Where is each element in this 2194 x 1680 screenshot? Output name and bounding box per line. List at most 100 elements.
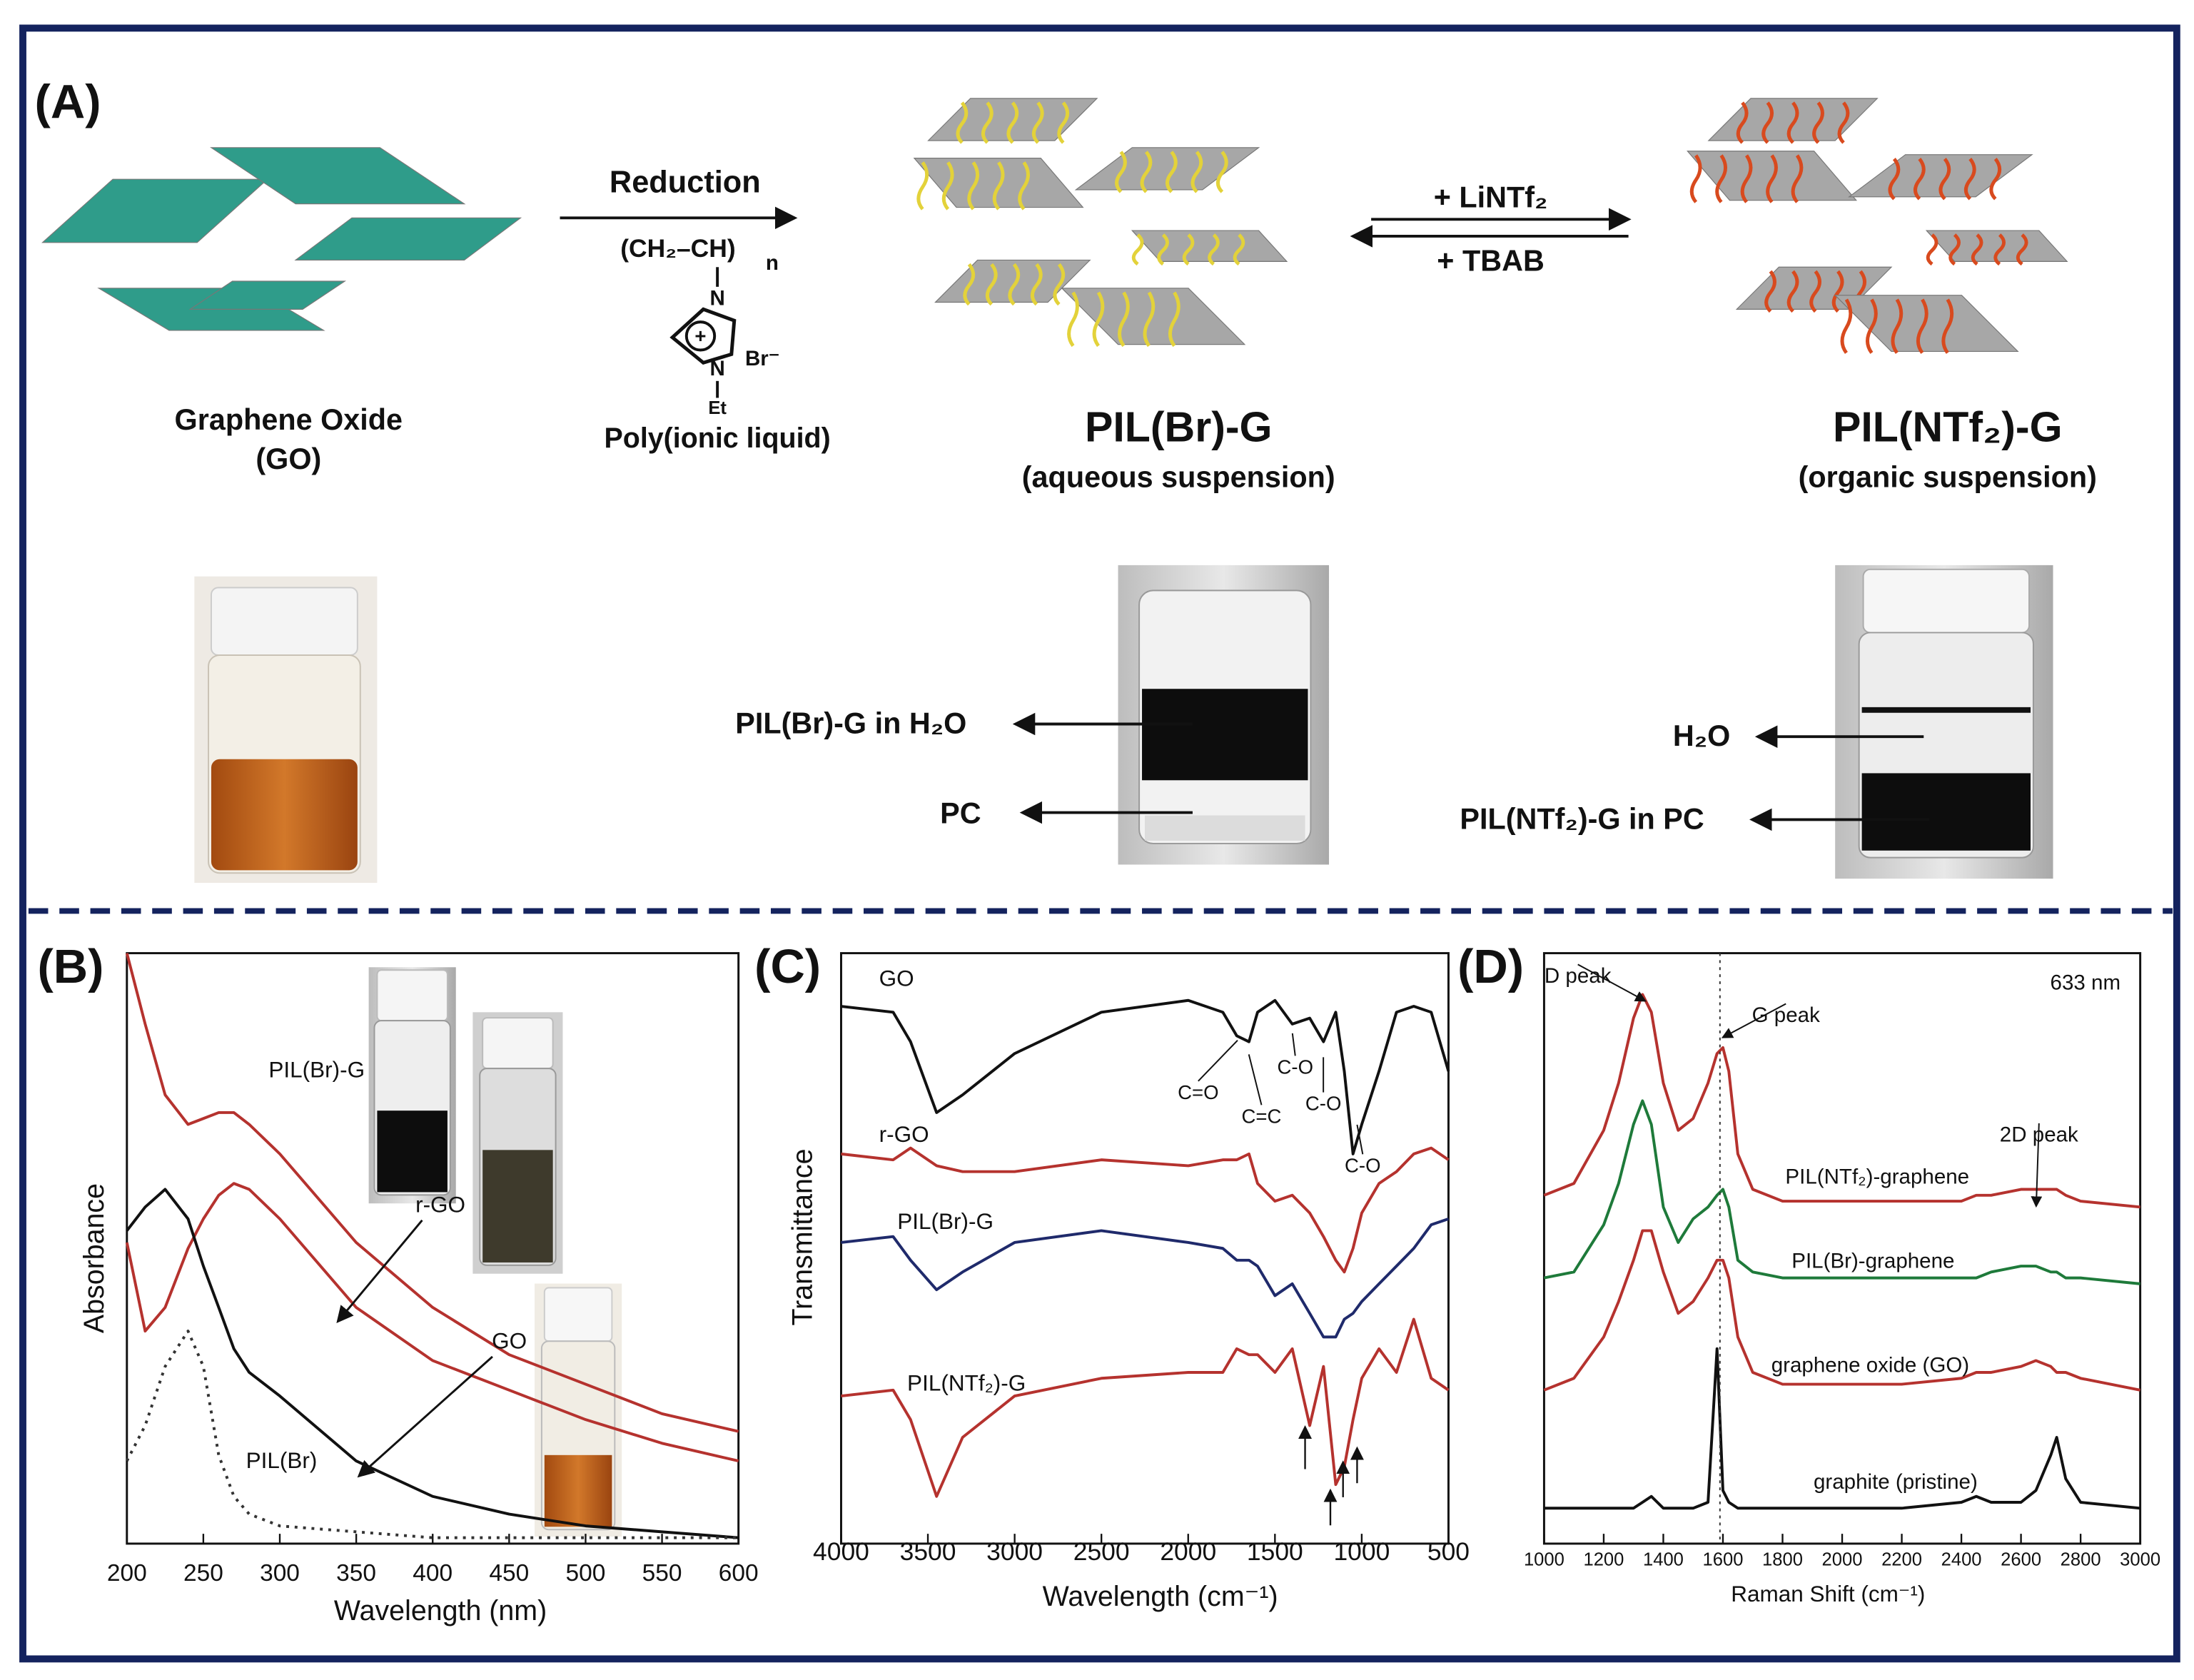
inset-vials xyxy=(368,967,622,1537)
annotation-pointer xyxy=(2031,1123,2043,1208)
sheet-chain xyxy=(1215,151,1228,193)
series-label: PIL(Br)-G xyxy=(268,1056,365,1082)
x-tick-label: 450 xyxy=(489,1560,529,1587)
series-line xyxy=(1544,1347,2140,1510)
label-arrow xyxy=(336,1219,423,1323)
x-tick-label: 2000 xyxy=(1160,1537,1216,1566)
x-tick-label: 2200 xyxy=(1881,1549,1922,1569)
x-tick-label: 1600 xyxy=(1703,1549,1744,1569)
panel-label: (B) xyxy=(38,940,104,993)
sheet xyxy=(188,280,347,310)
annotation: 633 nm xyxy=(2051,971,2121,995)
sheet-chain xyxy=(1809,270,1821,313)
vial-pil-ntf2 xyxy=(1835,565,2053,879)
chem-text: N xyxy=(709,357,724,380)
x-tick-label: 1200 xyxy=(1583,1549,1624,1569)
sheet-chain xyxy=(1963,158,1976,201)
x-tick-label: 500 xyxy=(566,1560,606,1587)
series-label: PIL(Br)-graphene xyxy=(1791,1250,1954,1273)
sheet-chain xyxy=(956,101,969,144)
chem-text: (CH₂–CH) xyxy=(620,234,735,263)
series-line xyxy=(841,998,1450,1155)
panel-label: (D) xyxy=(1457,940,1524,993)
sheet-chain xyxy=(981,101,994,144)
x-tick-label: 2800 xyxy=(2061,1549,2101,1569)
sheet-chain xyxy=(1143,291,1156,348)
x-tick-label: 300 xyxy=(260,1560,300,1587)
sheet-chain xyxy=(1053,263,1066,306)
sheet xyxy=(1074,147,1260,191)
sheet-chain xyxy=(1812,101,1824,144)
sheet-chain xyxy=(1761,101,1774,144)
chem-text: n xyxy=(766,251,779,275)
sheet-chain xyxy=(1740,154,1753,203)
series-label: GO xyxy=(879,965,914,991)
series-line xyxy=(1544,1099,2140,1285)
sheet-chain xyxy=(1926,233,1938,266)
sheet-chain xyxy=(1766,154,1778,203)
x-tick-label: 3000 xyxy=(986,1537,1043,1566)
frame xyxy=(19,24,2180,1663)
imidazolium-ring xyxy=(669,307,737,365)
polymer-label: Poly(ionic liquid) xyxy=(605,422,831,454)
sheet-chain xyxy=(1791,154,1804,203)
series-label: PIL(NTf₂)-G xyxy=(907,1370,1026,1396)
sheet-chain xyxy=(1941,298,1954,354)
sheet-chain xyxy=(1118,291,1130,348)
x-axis-label: Wavelength (cm⁻¹) xyxy=(1043,1581,1278,1612)
x-tick-label: 1400 xyxy=(1643,1549,1684,1569)
sheet-chain xyxy=(1948,233,1961,266)
x-tick-label: 2400 xyxy=(1941,1549,1982,1569)
forward-reagent: + LiNTf₂ xyxy=(1434,181,1548,214)
sheet-chain xyxy=(916,161,929,211)
sheet-chain xyxy=(1006,101,1019,144)
x-tick-label: 2600 xyxy=(2001,1549,2041,1569)
sheet-chain xyxy=(1840,298,1853,354)
series-line xyxy=(125,1182,739,1463)
annotation-pointer xyxy=(1198,1040,1238,1082)
x-tick-label: 1500 xyxy=(1247,1537,1303,1566)
sheet xyxy=(210,147,466,205)
series-label: GO xyxy=(492,1328,527,1354)
x-tick-label: 200 xyxy=(107,1560,147,1587)
charts: (B) 200 250 300 350 400 450 500 550 600 Wavelength… xyxy=(38,940,2161,1626)
sheet xyxy=(1061,288,1246,345)
cap xyxy=(376,969,448,1022)
cap xyxy=(210,587,358,656)
cap xyxy=(482,1017,554,1070)
vial-label: H₂O xyxy=(1673,719,1730,752)
sheet-chain xyxy=(1018,161,1030,211)
sheet-chain xyxy=(1190,151,1203,193)
sheet-chain xyxy=(1993,233,2006,266)
charge-sign: + xyxy=(694,325,706,347)
x-tick-label: 3000 xyxy=(2120,1549,2160,1569)
series-line xyxy=(841,1218,1450,1339)
chem-text: Et xyxy=(708,398,727,418)
sheet-chain xyxy=(1166,151,1178,193)
sheet-chain xyxy=(1971,233,1983,266)
series-label: PIL(Br)-G xyxy=(897,1208,994,1234)
series-label: PIL(Br) xyxy=(246,1447,318,1473)
sheet xyxy=(1707,98,1879,141)
sheet-chain xyxy=(1008,263,1021,306)
sheet-chain xyxy=(1168,291,1181,348)
annotation: C-O xyxy=(1277,1056,1313,1078)
annotation: D peak xyxy=(1545,964,1612,988)
charge xyxy=(684,320,717,352)
cap xyxy=(543,1287,613,1342)
sheet-chain xyxy=(963,263,976,306)
series-label: r-GO xyxy=(879,1121,929,1147)
sheet-chain xyxy=(1182,233,1195,266)
sheet-chain xyxy=(1067,291,1079,348)
sheet-chain xyxy=(1736,101,1749,144)
y-axis-label: Transmittance xyxy=(787,1148,819,1325)
vial-go xyxy=(194,576,378,884)
annotation: C=C xyxy=(1242,1105,1282,1127)
sheet-chain xyxy=(1715,154,1727,203)
sheet xyxy=(1131,230,1288,262)
x-tick-label: 350 xyxy=(336,1560,376,1587)
x-tick-label: 1800 xyxy=(1762,1549,1803,1569)
sheet-chain xyxy=(1092,291,1105,348)
sheet-chain xyxy=(1914,158,1926,201)
